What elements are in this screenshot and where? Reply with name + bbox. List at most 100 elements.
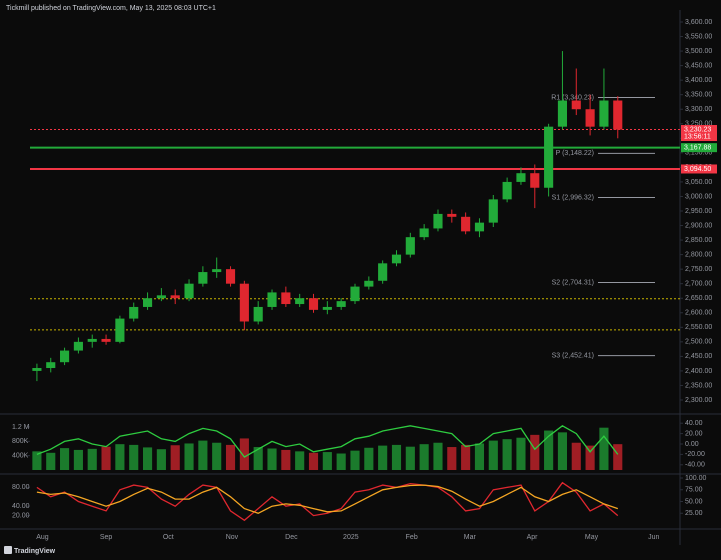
- candle-body: [184, 283, 194, 299]
- x-tick-label: Dec: [285, 534, 298, 541]
- x-tick-label: Mar: [464, 534, 477, 541]
- volume-tick-label: 400K: [12, 452, 29, 459]
- volume-bar: [530, 434, 540, 470]
- y-tick-label: 3,600.00: [685, 19, 712, 26]
- candle-body: [87, 338, 97, 342]
- price-tag-label: 3,094.50: [684, 166, 711, 173]
- volume-bar: [73, 449, 83, 470]
- volume-bar: [87, 448, 97, 470]
- volume-bar: [585, 445, 595, 470]
- volume-bar: [239, 438, 249, 470]
- y-tick-label: 2,950.00: [685, 208, 712, 215]
- volume-bar: [447, 447, 457, 470]
- osc-line: [36, 481, 619, 522]
- y-tick-label: 2,350.00: [685, 382, 712, 389]
- candle-body: [73, 341, 83, 351]
- volume-bar: [101, 446, 111, 470]
- volume-bar: [198, 440, 208, 470]
- x-tick-label: May: [585, 534, 599, 541]
- pivot-label: P (3,148.22): [556, 150, 594, 157]
- volume-bar: [212, 442, 222, 470]
- candle-body: [516, 173, 526, 182]
- volume-bar: [46, 452, 56, 470]
- volume-bar: [364, 447, 374, 470]
- volume-bar: [129, 444, 139, 470]
- volume-tick-label: 1.2 M: [12, 424, 30, 431]
- volume-y2-tick-label: -40.00: [685, 462, 705, 469]
- candle-body: [239, 283, 249, 322]
- y-tick-label: 2,450.00: [685, 353, 712, 360]
- y-tick-label: 2,550.00: [685, 324, 712, 331]
- candle-body: [530, 173, 540, 188]
- volume-bar: [571, 442, 581, 470]
- candle-body: [212, 269, 222, 273]
- y-tick-label: 3,400.00: [685, 77, 712, 84]
- volume-bar: [378, 445, 388, 470]
- volume-bar: [295, 451, 305, 470]
- y-tick-label: 2,900.00: [685, 222, 712, 229]
- y-tick-label: 2,850.00: [685, 237, 712, 244]
- y-tick-label: 3,150.00: [685, 150, 712, 157]
- footer: TradingView: [14, 548, 56, 555]
- volume-bar: [613, 444, 623, 470]
- volume-bar: [461, 444, 471, 470]
- volume-bar: [474, 443, 485, 470]
- candle-body: [198, 272, 208, 284]
- volume-bar: [516, 437, 526, 470]
- pivot-label: S1 (2,996.32): [552, 194, 594, 201]
- osc-y2-tick-label: 50.00: [685, 498, 703, 505]
- volume-bar: [170, 445, 180, 470]
- y-tick-label: 2,500.00: [685, 339, 712, 346]
- y-tick-label: 2,750.00: [685, 266, 712, 273]
- pivot-label: S2 (2,704.31): [552, 279, 594, 286]
- volume-y2-tick-label: 0.00: [685, 441, 699, 448]
- price-tag: [681, 143, 717, 153]
- candle-body: [405, 237, 415, 255]
- candle-body: [613, 100, 623, 130]
- y-tick-label: 2,300.00: [685, 397, 712, 404]
- volume-y2-tick-label: -20.00: [685, 451, 705, 458]
- y-tick-label: 3,250.00: [685, 121, 712, 128]
- osc-tick-label: 40.00: [12, 503, 30, 510]
- volume-bar: [156, 449, 166, 470]
- x-tick-label: Aug: [36, 534, 49, 541]
- x-tick-label: 2025: [343, 534, 359, 541]
- candle-body: [32, 368, 42, 371]
- volume-bar: [557, 432, 568, 470]
- x-tick-label: Feb: [406, 534, 418, 541]
- header: Tickmill published on TradingView.com, M…: [6, 5, 216, 12]
- y-tick-label: 3,450.00: [685, 62, 712, 69]
- y-tick-label: 2,700.00: [685, 281, 712, 288]
- candle-body: [461, 216, 471, 232]
- price-tag-label: 3,230.23: [684, 126, 711, 133]
- volume-bar: [336, 453, 346, 470]
- candle-body: [129, 306, 139, 319]
- pivot-label: R1 (3,340.23): [551, 94, 594, 101]
- candle-body: [350, 286, 360, 302]
- candle-body: [281, 292, 291, 305]
- x-tick-label: Apr: [527, 534, 539, 541]
- candle-body: [253, 306, 263, 322]
- candle-body: [502, 181, 512, 200]
- y-tick-label: 2,600.00: [685, 310, 712, 317]
- y-tick-label: 3,300.00: [685, 106, 712, 113]
- y-tick-label: 3,500.00: [685, 48, 712, 55]
- osc-tick-label: 80.00: [12, 484, 30, 491]
- candle-body: [322, 306, 332, 310]
- volume-y2-tick-label: 20.00: [685, 430, 703, 437]
- y-tick-label: 2,400.00: [685, 368, 712, 375]
- volume-bar: [184, 443, 194, 470]
- volume-bar: [419, 444, 429, 470]
- x-tick-label: Oct: [163, 534, 174, 541]
- y-tick-label: 3,350.00: [685, 92, 712, 99]
- candle-body: [308, 298, 319, 310]
- candle-body: [571, 100, 581, 110]
- candle-body: [474, 222, 485, 232]
- y-tick-label: 3,050.00: [685, 179, 712, 186]
- y-tick-label: 2,800.00: [685, 251, 712, 258]
- candle-body: [267, 292, 277, 307]
- volume-bar: [267, 448, 277, 470]
- volume-bar: [599, 427, 609, 470]
